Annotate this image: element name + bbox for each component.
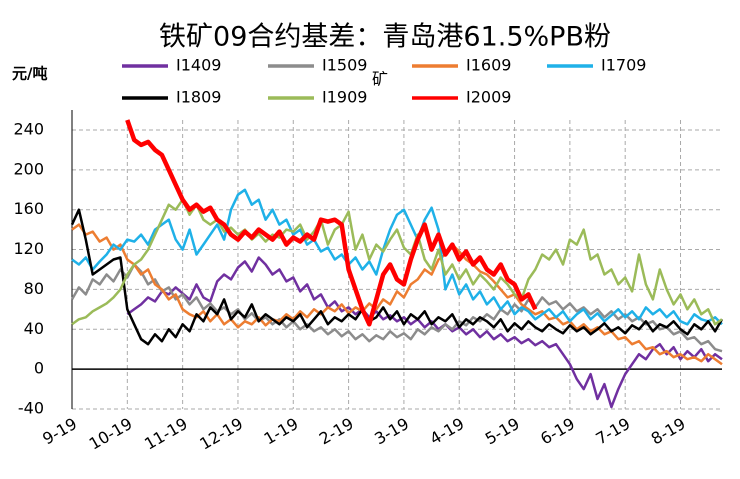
x-tick-label: 2-19 — [316, 414, 357, 449]
y-tick-label: 200 — [13, 159, 44, 178]
x-tick-label: 3-19 — [371, 414, 412, 449]
series-line — [70, 208, 724, 346]
legend-label: I1609 — [466, 56, 511, 75]
x-tick-label: 8-19 — [648, 414, 689, 449]
y-tick-label: 240 — [13, 119, 44, 138]
x-tick-label: 7-19 — [592, 414, 633, 449]
y-tick-label: 160 — [13, 199, 44, 218]
series-line — [71, 188, 723, 326]
y-tick-label: 120 — [13, 239, 44, 258]
y-tick-label: 0 — [34, 359, 44, 378]
series-line — [126, 256, 723, 409]
x-tick-label: 10-19 — [86, 414, 136, 454]
x-tick-label: 6-19 — [537, 414, 578, 449]
series-line — [125, 119, 538, 327]
series-line — [71, 223, 723, 366]
y-tick-label: 80 — [24, 279, 44, 298]
legend-label: I1909 — [322, 88, 367, 107]
annotation: 矿 — [372, 70, 388, 89]
y-axis-label: 元/吨 — [12, 65, 47, 83]
legend-label: I1409 — [176, 56, 221, 75]
legend-label: I1509 — [322, 56, 367, 75]
y-tick-label: 40 — [24, 319, 44, 338]
x-tick-label: 5-19 — [482, 414, 523, 449]
x-tick-label: 1-19 — [261, 414, 302, 449]
legend-label: I1709 — [601, 56, 646, 75]
legend-label: I1809 — [176, 88, 221, 107]
x-tick-label: 11-19 — [141, 414, 191, 454]
series-line — [71, 198, 723, 326]
x-tick-label: 4-19 — [427, 414, 468, 449]
chart-title: 铁矿09合约基差：青岛港61.5%PB粉 — [159, 22, 611, 53]
x-tick-label: 9-19 — [39, 414, 80, 449]
legend-label: I2009 — [466, 88, 511, 107]
x-tick-label: 12-19 — [196, 414, 246, 454]
y-tick-label: -40 — [18, 399, 44, 418]
